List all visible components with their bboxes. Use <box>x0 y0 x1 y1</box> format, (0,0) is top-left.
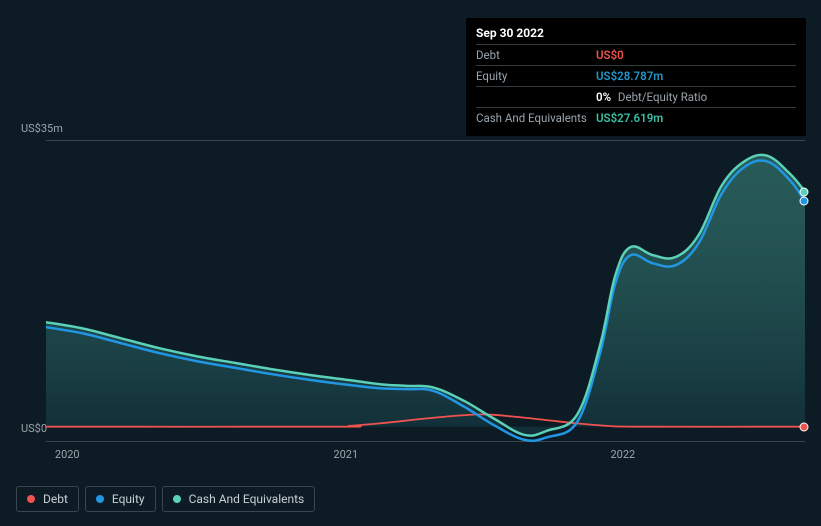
tooltip-label: Debt <box>476 48 596 62</box>
chart-svg <box>46 141 805 443</box>
y-axis-label-bottom: US$0 <box>21 422 47 435</box>
debt-legend-dot-icon <box>27 495 35 503</box>
legend-item-cash[interactable]: Cash And Equivalents <box>162 486 316 512</box>
debt-equity-chart: US$35m US$0 2020 2021 2022 <box>16 122 805 467</box>
tooltip-value-debt: US$0 <box>596 48 624 62</box>
chart-plot-area[interactable] <box>46 140 805 442</box>
chart-legend: Debt Equity Cash And Equivalents <box>16 486 315 512</box>
legend-item-equity[interactable]: Equity <box>85 486 156 512</box>
cash-legend-dot-icon <box>173 495 181 503</box>
tooltip-label <box>476 90 596 104</box>
chart-tooltip: Sep 30 2022 Debt US$0 Equity US$28.787m … <box>466 18 806 136</box>
x-axis-labels: 2020 2021 2022 <box>46 448 805 464</box>
tooltip-value-ratio: 0% <box>596 90 611 104</box>
x-axis-label: 2020 <box>55 448 80 461</box>
tooltip-value-equity: US$28.787m <box>596 69 663 83</box>
cash-end-marker <box>800 187 809 196</box>
legend-label: Debt <box>43 492 68 506</box>
y-axis-label-top: US$35m <box>21 122 63 135</box>
equity-end-marker <box>800 197 809 206</box>
debt-end-marker <box>800 422 809 431</box>
cash-area <box>46 155 805 436</box>
tooltip-label: Equity <box>476 69 596 83</box>
tooltip-date: Sep 30 2022 <box>476 24 796 44</box>
tooltip-row-debt: Debt US$0 <box>476 44 796 65</box>
tooltip-row-equity: Equity US$28.787m <box>476 65 796 86</box>
legend-label: Cash And Equivalents <box>189 492 305 506</box>
tooltip-row-ratio: 0% Debt/Equity Ratio <box>476 86 796 107</box>
legend-label: Equity <box>112 492 145 506</box>
x-axis-label: 2021 <box>333 448 358 461</box>
equity-legend-dot-icon <box>96 495 104 503</box>
tooltip-ratio-suffix: Debt/Equity Ratio <box>618 90 707 104</box>
x-axis-label: 2022 <box>610 448 635 461</box>
legend-item-debt[interactable]: Debt <box>16 486 79 512</box>
